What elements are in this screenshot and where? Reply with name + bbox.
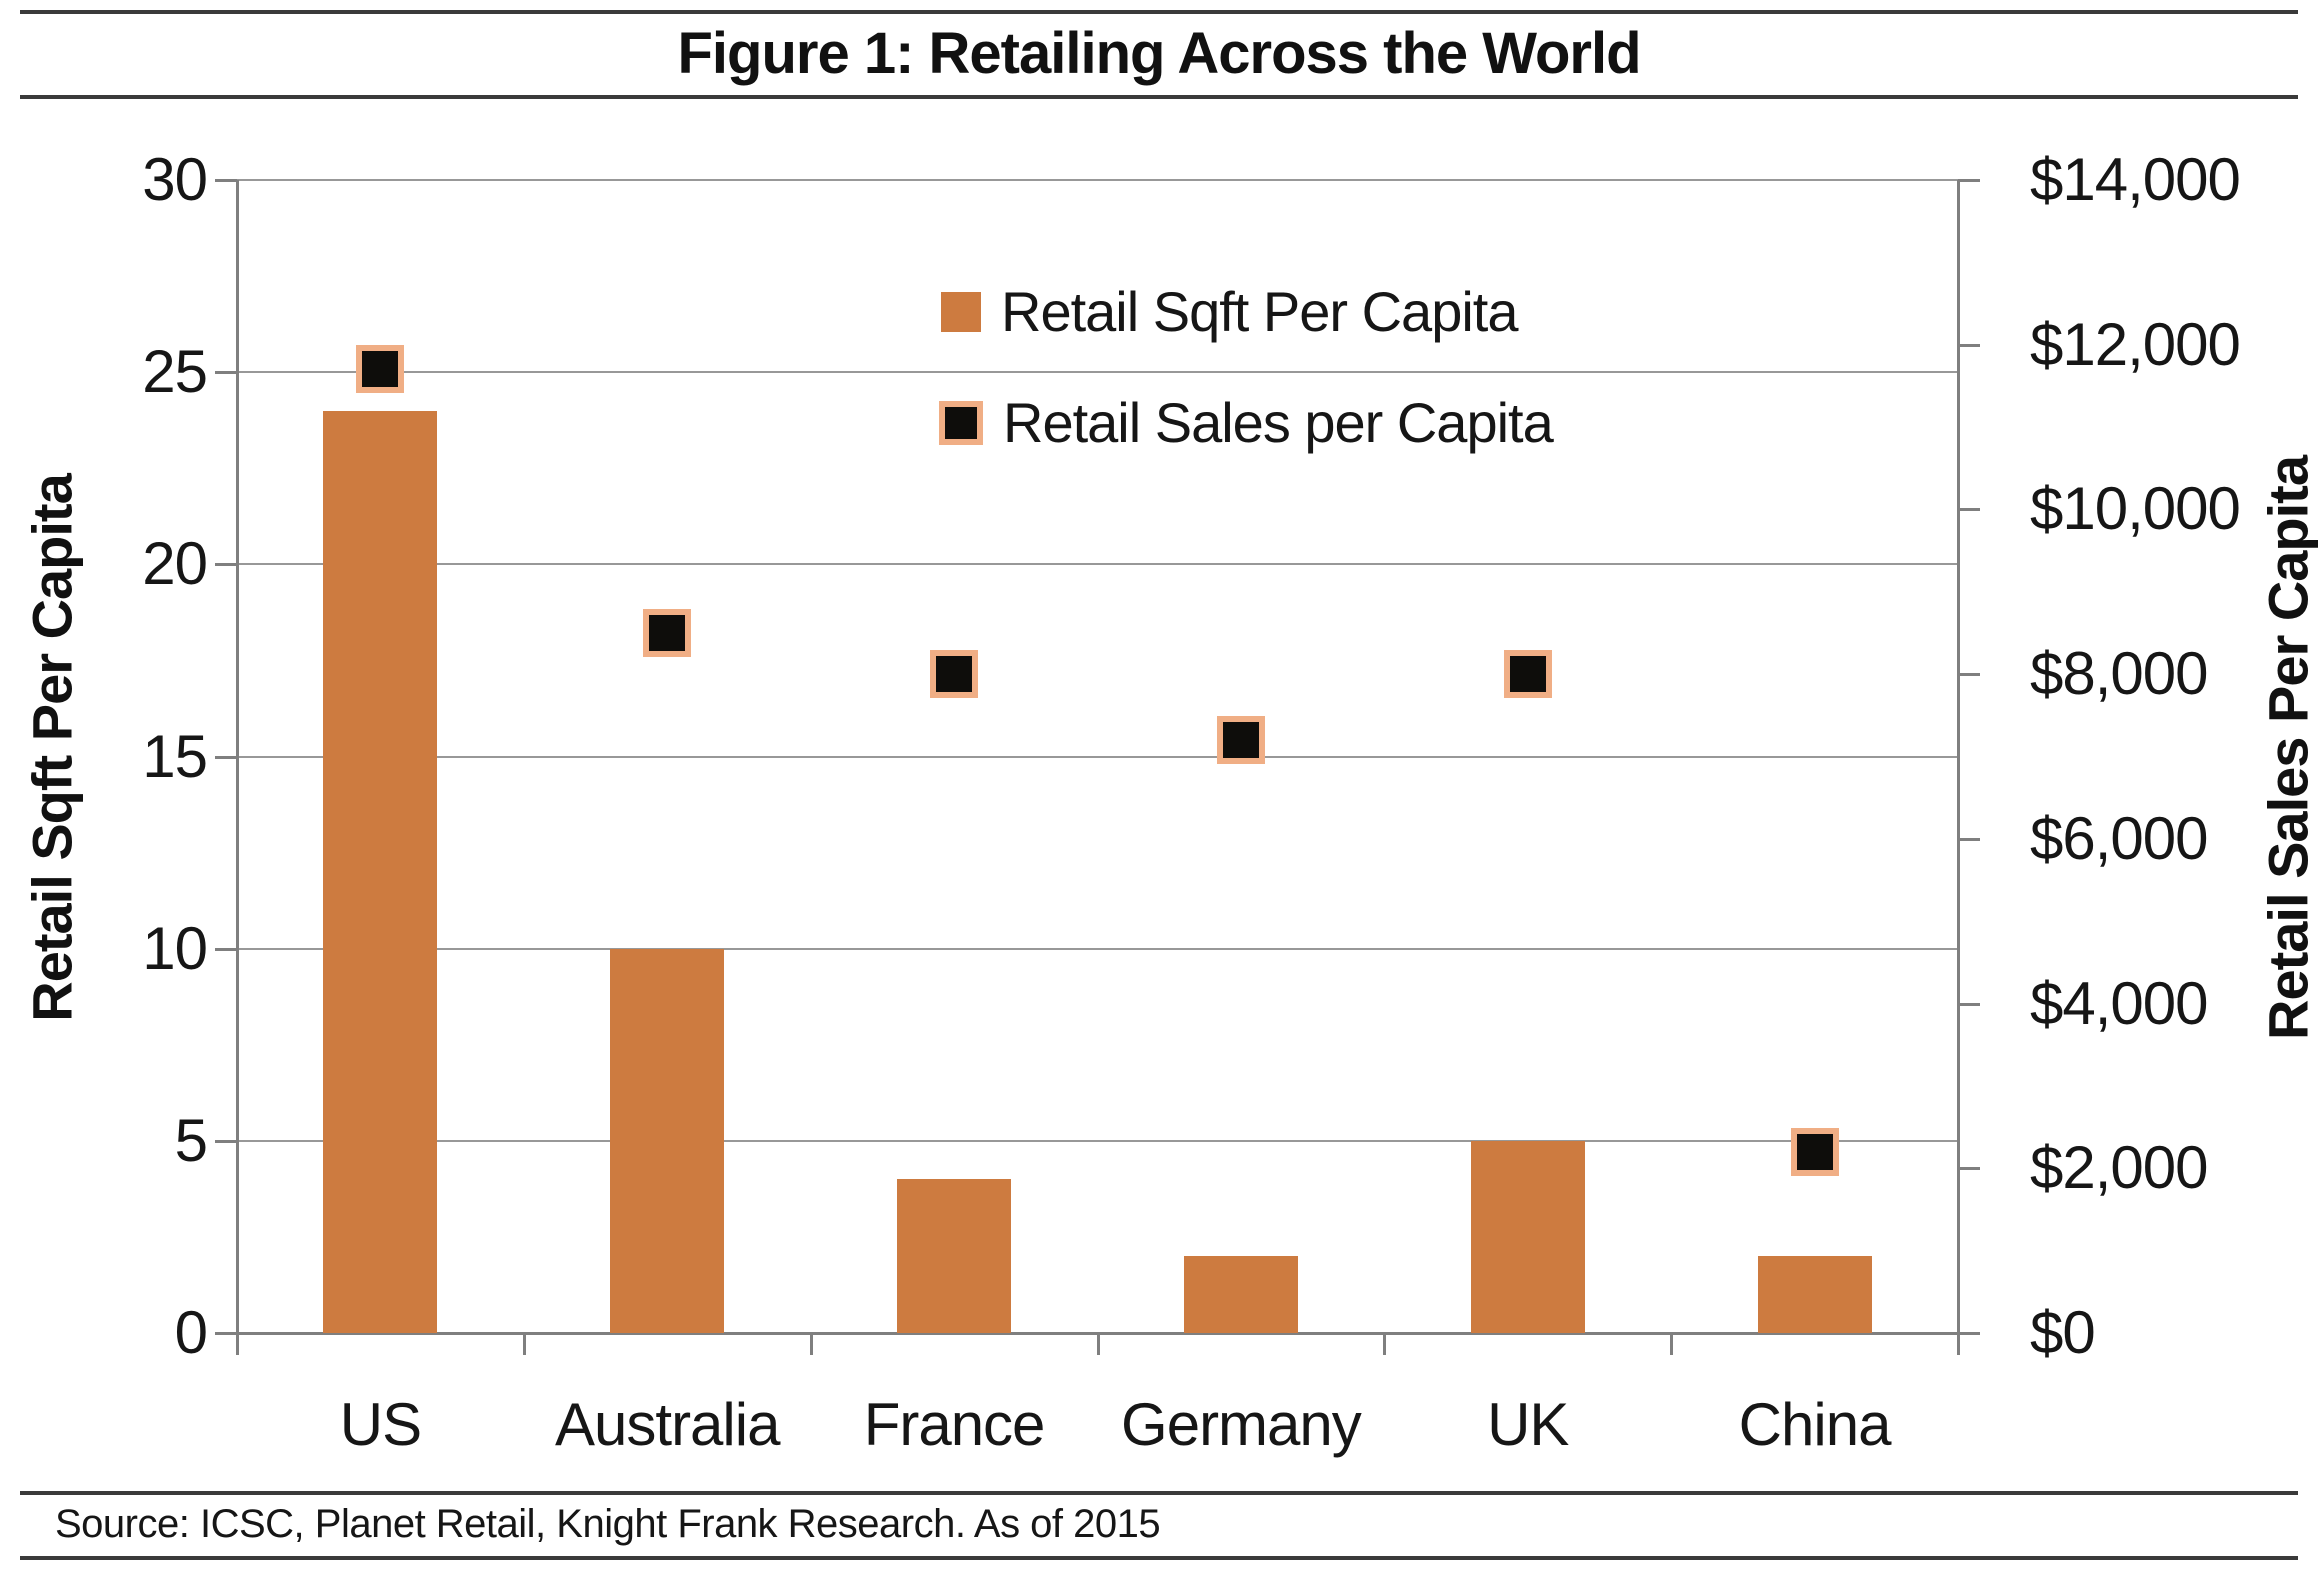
right-tick-label--10-000: $10,000	[2030, 475, 2241, 543]
left-tick-label-10: 10	[142, 914, 208, 982]
bar-australia	[610, 948, 725, 1333]
right-axis-tick-7	[1958, 179, 1980, 182]
legend-item-retail-sales: Retail Sales per Capita	[939, 391, 1554, 454]
legend-swatch-marker-icon	[939, 401, 983, 445]
title-bottom-rule	[20, 95, 2298, 99]
bottom-axis-tick-4	[1383, 1333, 1387, 1355]
category-label-germany: Germany	[1121, 1391, 1362, 1458]
marker-germany	[1216, 716, 1265, 765]
left-axis-tick-10	[215, 947, 237, 951]
left-tick-label-25: 25	[142, 338, 208, 406]
top-rule	[20, 10, 2298, 14]
right-axis-line	[1957, 180, 1960, 1355]
right-axis-title: Retail Sales Per Capita	[2256, 456, 2318, 1040]
left-tick-label-30: 30	[142, 146, 208, 213]
bottom-axis-line	[215, 1332, 1980, 1335]
category-label-us: US	[339, 1391, 422, 1458]
left-axis-title: Retail Sqft Per Capita	[20, 474, 84, 1022]
left-axis-tick-5	[215, 1139, 237, 1143]
gridline-5	[237, 1139, 1958, 1142]
chart-title: Figure 1: Retailing Across the World	[677, 21, 1641, 86]
gridline-25	[237, 371, 1958, 374]
source-top-rule	[20, 1491, 2298, 1495]
right-axis-tick-6	[1958, 343, 1980, 347]
gridline-20	[237, 563, 1958, 566]
category-label-uk: UK	[1487, 1391, 1569, 1458]
bottom-rule	[20, 1556, 2298, 1560]
category-label-australia: Australia	[555, 1391, 780, 1458]
marker-us	[356, 345, 405, 394]
category-label-china: China	[1738, 1391, 1892, 1458]
left-tick-label-15: 15	[142, 722, 208, 790]
legend-item-retail-sqft: Retail Sqft Per Capita	[941, 280, 1518, 343]
marker-uk	[1503, 650, 1552, 699]
right-axis-tick-4	[1958, 673, 1980, 677]
gridline-10	[237, 947, 1958, 950]
left-tick-label-0: 0	[174, 1299, 208, 1366]
right-tick-label--8-000: $8,000	[2030, 640, 2209, 708]
right-tick-label--12-000: $12,000	[2030, 310, 2241, 378]
right-axis-tick-2	[1958, 1002, 1980, 1006]
right-tick-label--14-000: $14,000	[2030, 146, 2241, 213]
right-tick-label--6-000: $6,000	[2030, 804, 2209, 872]
left-tick-label-5: 5	[174, 1106, 208, 1174]
legend-label-retail-sales: Retail Sales per Capita	[1003, 391, 1554, 454]
marker-australia	[643, 608, 692, 657]
legend-label-retail-sqft: Retail Sqft Per Capita	[1001, 280, 1518, 343]
bar-china	[1757, 1256, 1872, 1333]
marker-france	[930, 650, 979, 699]
gridline-30	[237, 179, 1958, 181]
source-text: Source: ICSC, Planet Retail, Knight Fran…	[55, 1502, 1161, 1546]
gridline-15	[237, 755, 1958, 758]
left-axis-tick-25	[215, 371, 237, 375]
bottom-axis-tick-5	[1670, 1333, 1674, 1355]
right-axis-tick-1	[1958, 1167, 1980, 1171]
right-axis-tick-5	[1958, 508, 1980, 512]
bottom-axis-tick-3	[1096, 1333, 1100, 1355]
legend-swatch-bar-icon	[941, 292, 981, 332]
bottom-axis-tick-2	[809, 1333, 813, 1355]
right-axis-tick-3	[1958, 837, 1980, 841]
left-axis-line	[236, 180, 239, 1355]
bar-us	[323, 410, 438, 1333]
bar-france	[897, 1179, 1012, 1333]
bar-uk	[1470, 1140, 1585, 1333]
right-tick-label--4-000: $4,000	[2030, 969, 2209, 1037]
right-tick-label--2-000: $2,000	[2030, 1134, 2209, 1202]
marker-china	[1790, 1127, 1839, 1176]
left-axis-tick-20	[215, 563, 237, 567]
right-tick-label--0: $0	[2030, 1299, 2096, 1366]
left-axis-tick-15	[215, 755, 237, 759]
bar-germany	[1183, 1256, 1298, 1333]
category-label-france: France	[863, 1391, 1046, 1458]
bottom-axis-tick-1	[522, 1333, 526, 1355]
left-axis-tick-30	[215, 179, 237, 182]
left-tick-label-20: 20	[142, 530, 208, 598]
